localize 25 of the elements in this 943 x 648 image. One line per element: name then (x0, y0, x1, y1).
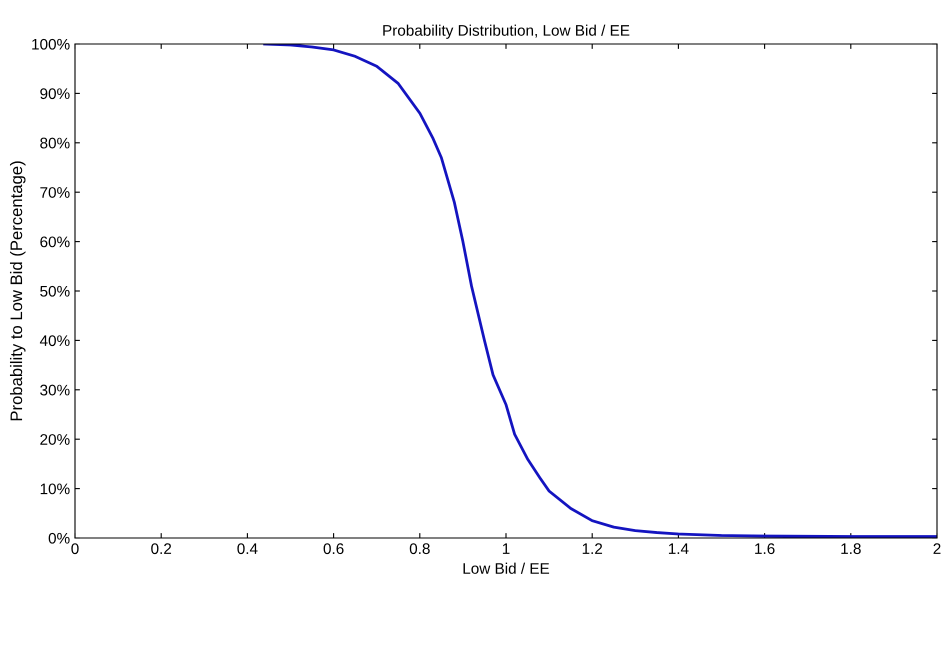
y-tick-label: 20% (40, 434, 70, 445)
x-tick-label: 1.2 (582, 543, 602, 554)
y-tick-label: 60% (40, 236, 70, 248)
x-tick-label: 1.4 (668, 543, 689, 554)
y-tick-label: 90% (40, 88, 70, 100)
x-tick-label: 0.2 (151, 543, 172, 554)
x-tick-label: 1.8 (841, 543, 861, 554)
y-tick-label: 70% (40, 187, 70, 198)
x-axis-title: Low Bid / EE (464, 562, 550, 574)
y-tick-label: 10% (40, 483, 70, 494)
x-tick-label: 2 (934, 543, 940, 554)
x-tick-label: 0.6 (324, 543, 344, 554)
chart-title: Probability Distribution, Low Bid / EE (383, 24, 630, 39)
y-axis-title: Probability to Low Bid (Percentage) (10, 161, 26, 420)
y-tick-label: 30% (40, 384, 70, 396)
y-tick-label: 80% (40, 138, 70, 148)
y-tick-label: 0% (48, 532, 70, 544)
x-tick-label: 1 (502, 543, 510, 554)
x-tick-label: 1.6 (755, 543, 775, 554)
y-tick-label: 50% (40, 286, 70, 297)
x-tick-label: 0 (71, 543, 79, 554)
x-tick-label: 0.4 (237, 543, 258, 554)
x-tick-label: 0.8 (410, 543, 430, 554)
y-tick-label: 100% (32, 38, 70, 50)
y-tick-label: 40% (40, 335, 70, 346)
